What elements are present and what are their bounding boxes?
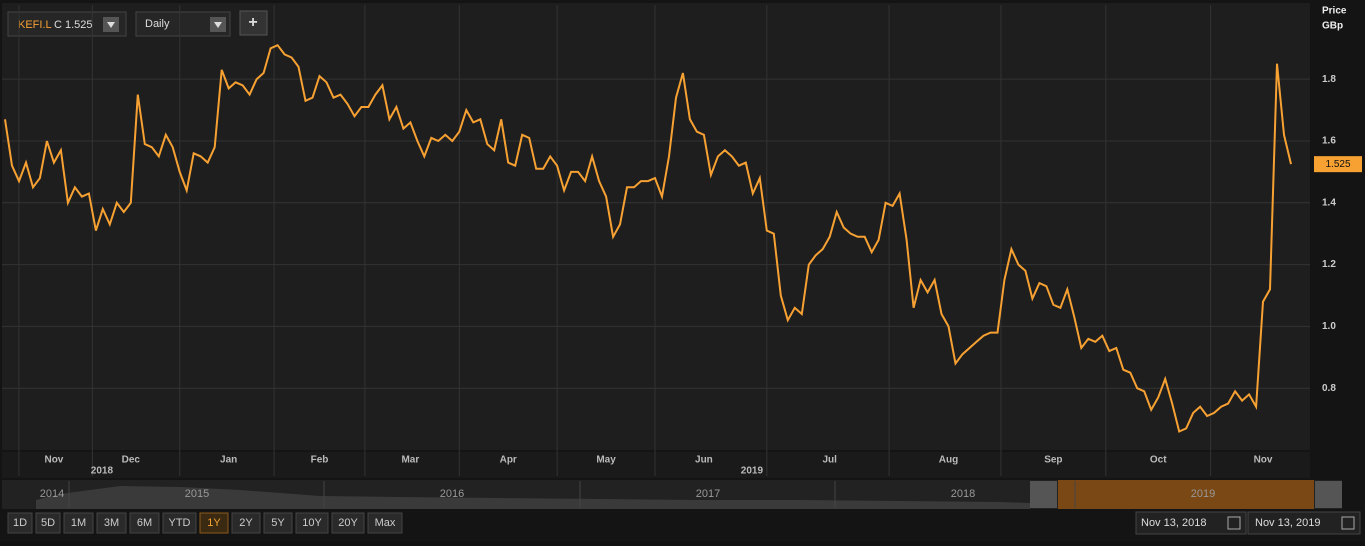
add-button[interactable] bbox=[239, 10, 268, 36]
price-line bbox=[4, 43, 1292, 433]
year-label: 2018 bbox=[91, 466, 114, 477]
navigator-year: 2017 bbox=[696, 488, 720, 500]
calendar-icon[interactable] bbox=[1227, 516, 1241, 530]
interval: Daily bbox=[145, 18, 170, 30]
x-tick-label: Oct bbox=[1150, 455, 1167, 466]
range-button[interactable] bbox=[263, 512, 293, 534]
end-date: Nov 13, 2019 bbox=[1255, 517, 1320, 529]
add-icon: + bbox=[248, 14, 257, 31]
x-tick-label: Nov bbox=[1254, 455, 1273, 466]
x-tick-label: May bbox=[596, 455, 616, 466]
range-button[interactable] bbox=[63, 512, 94, 534]
x-tick-label: Sep bbox=[1044, 455, 1062, 466]
range-button[interactable] bbox=[295, 512, 329, 534]
range-button-label: YTD bbox=[169, 517, 191, 529]
navigator-year: 2018 bbox=[951, 488, 975, 500]
y-tick-label: 1.4 bbox=[1322, 197, 1336, 208]
navigator-area bbox=[36, 486, 1030, 509]
quote: C 1.525 bbox=[54, 19, 93, 31]
range-button[interactable] bbox=[331, 512, 365, 534]
plot-area bbox=[2, 3, 1310, 450]
range-button-label: 10Y bbox=[302, 517, 322, 529]
y-tick-label: 0.8 bbox=[1322, 383, 1336, 394]
range-button-label: 6M bbox=[137, 517, 152, 529]
y-axis-unit: GBp bbox=[1322, 21, 1343, 32]
end-date-box[interactable] bbox=[1247, 511, 1361, 535]
x-tick-label: Dec bbox=[122, 455, 141, 466]
y-tick-label: 1.8 bbox=[1322, 74, 1336, 85]
range-button-label: 3M bbox=[104, 517, 119, 529]
arrow-icon bbox=[107, 22, 115, 28]
start-date-box[interactable] bbox=[1135, 511, 1247, 535]
last-price-label: 1.525 bbox=[1325, 159, 1350, 170]
navigator-handle[interactable] bbox=[1315, 481, 1342, 508]
x-axis-band bbox=[2, 452, 1310, 478]
y-axis-title: Price bbox=[1322, 6, 1347, 17]
range-button[interactable] bbox=[7, 512, 33, 534]
range-button-label: 20Y bbox=[338, 517, 358, 529]
x-tick-label: Aug bbox=[939, 455, 958, 466]
x-tick-label: Mar bbox=[401, 455, 419, 466]
x-tick-label: Apr bbox=[500, 455, 517, 466]
range-button-label: 5D bbox=[41, 517, 55, 529]
last-price-tag bbox=[1314, 156, 1362, 173]
range-button-label: 2Y bbox=[239, 517, 253, 529]
year-label: 2019 bbox=[741, 466, 764, 477]
x-tick-label: Nov bbox=[44, 455, 63, 466]
y-tick-label: 1.6 bbox=[1322, 136, 1336, 147]
range-button-label: 1Y bbox=[207, 517, 221, 529]
y-tick-label: 1.2 bbox=[1322, 259, 1336, 270]
navigator-year: 2016 bbox=[440, 488, 464, 500]
navigator-year: 2015 bbox=[185, 488, 209, 500]
navigator-handle[interactable] bbox=[1030, 481, 1057, 508]
range-button[interactable] bbox=[129, 512, 160, 534]
range-button-label: 1D bbox=[13, 517, 27, 529]
navigator-window[interactable] bbox=[1058, 480, 1314, 509]
range-button[interactable] bbox=[199, 512, 229, 534]
x-tick-label: Jan bbox=[220, 455, 237, 466]
range-button[interactable] bbox=[162, 512, 197, 534]
range-button[interactable] bbox=[367, 512, 403, 534]
range-button-label: 5Y bbox=[271, 517, 285, 529]
x-tick-label: Feb bbox=[311, 455, 329, 466]
range-button[interactable] bbox=[231, 512, 261, 534]
range-button-label: Max bbox=[375, 517, 396, 529]
symbol: KEFI.L bbox=[18, 19, 52, 31]
y-tick-label: 1.0 bbox=[1322, 321, 1336, 332]
range-button[interactable] bbox=[35, 512, 61, 534]
range-button[interactable] bbox=[96, 512, 127, 534]
navigator-year: 2019 bbox=[1191, 488, 1215, 500]
range-button-label: 1M bbox=[71, 517, 86, 529]
x-tick-label: Jul bbox=[822, 455, 837, 466]
arrow-icon bbox=[214, 22, 222, 28]
navigator-year: 2014 bbox=[40, 488, 64, 500]
start-date: Nov 13, 2018 bbox=[1141, 517, 1206, 529]
calendar-icon[interactable] bbox=[1341, 516, 1355, 530]
x-tick-label: Jun bbox=[695, 455, 713, 466]
